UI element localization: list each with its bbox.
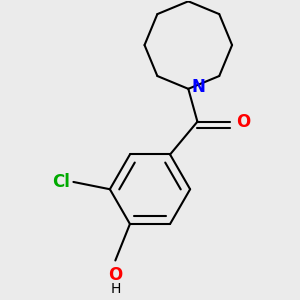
Text: O: O xyxy=(108,266,122,284)
Text: N: N xyxy=(191,78,205,96)
Text: O: O xyxy=(236,113,250,131)
Text: H: H xyxy=(110,282,121,296)
Text: Cl: Cl xyxy=(52,173,70,191)
